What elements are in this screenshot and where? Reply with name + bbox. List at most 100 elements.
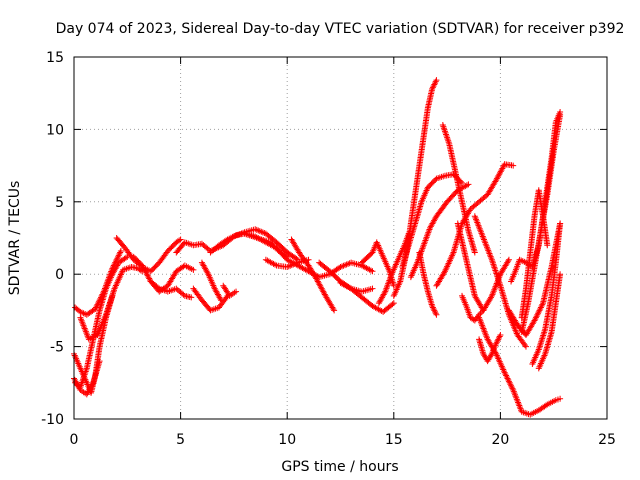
data-point xyxy=(480,307,487,314)
data-point xyxy=(390,300,397,307)
data-point-trail xyxy=(503,372,510,379)
data-point-trail xyxy=(534,311,541,318)
data-point-trail xyxy=(506,379,513,386)
y-tick-label: 10 xyxy=(46,122,64,138)
data-point xyxy=(429,85,436,92)
data-point-trail xyxy=(180,291,187,298)
data-point-trail xyxy=(93,303,100,310)
data-point-trail xyxy=(539,301,546,308)
data-point-trail xyxy=(204,269,211,276)
data-point-trail xyxy=(505,378,512,385)
data-point-trail xyxy=(509,385,516,392)
data-point-trail xyxy=(532,314,539,321)
data-point-trail xyxy=(100,290,107,297)
data-point xyxy=(476,311,483,318)
tick-marks xyxy=(73,56,608,420)
data-point-trail xyxy=(109,291,116,298)
data-point xyxy=(497,332,504,339)
y-tick-label: 15 xyxy=(46,50,64,66)
data-point xyxy=(433,77,440,84)
series-track-14 xyxy=(241,230,376,281)
data-point xyxy=(557,395,564,402)
data-point-trail xyxy=(478,308,485,315)
data-point xyxy=(465,181,472,188)
series-track-30 xyxy=(459,292,487,324)
data-point-trail xyxy=(389,301,396,308)
data-point-trail xyxy=(533,313,540,320)
data-point xyxy=(188,294,195,301)
data-point-trail xyxy=(491,265,498,272)
data-point xyxy=(557,220,564,227)
x-axis-label: GPS time / hours xyxy=(281,459,398,475)
data-point-trail xyxy=(490,262,497,269)
data-point-trail xyxy=(122,254,129,261)
data-point xyxy=(96,358,103,365)
data-point-trail xyxy=(490,261,497,268)
data-point-trail xyxy=(537,304,544,311)
data-point-trail xyxy=(96,297,103,304)
data-point-trail xyxy=(505,258,512,265)
data-point-trail xyxy=(381,290,388,297)
data-point-trail xyxy=(154,284,161,291)
y-tick-labels: -10 -5 0 5 10 15 xyxy=(41,50,64,428)
data-point xyxy=(369,285,376,292)
data-point xyxy=(92,305,99,312)
data-point xyxy=(109,265,116,272)
data-point-trail xyxy=(493,339,500,346)
series-track-09 xyxy=(173,226,301,263)
data-point-trail xyxy=(432,80,439,87)
gridlines xyxy=(74,57,607,419)
data-point-trail xyxy=(444,134,451,141)
data-point xyxy=(531,317,538,324)
data-point xyxy=(429,303,436,310)
data-point-trail xyxy=(99,291,106,298)
series-track-31 xyxy=(476,332,504,365)
data-point-trail xyxy=(432,310,439,317)
data-point-trail xyxy=(496,333,503,340)
data-point xyxy=(493,340,500,347)
data-point-trail xyxy=(502,371,509,378)
series-track-27 xyxy=(454,220,512,314)
series-track-02 xyxy=(72,248,124,318)
data-point-trail xyxy=(430,305,437,312)
data-point-trail xyxy=(495,336,502,343)
data-point-trail xyxy=(508,382,515,389)
data-point-trail xyxy=(538,303,545,310)
y-tick-label: -5 xyxy=(50,340,64,356)
data-point-trail xyxy=(495,334,502,341)
data-point xyxy=(505,256,512,263)
y-axis-label: SDTVAR / TECUs xyxy=(7,181,23,296)
data-point-trail xyxy=(98,292,105,299)
data-point-trail xyxy=(223,237,230,244)
data-point-trail xyxy=(442,129,449,136)
series-track-12 xyxy=(198,259,225,304)
data-point-trail xyxy=(542,402,549,409)
data-point xyxy=(177,236,184,243)
data-point-trail xyxy=(98,294,105,301)
data-point xyxy=(471,249,478,256)
plot-border xyxy=(73,56,608,420)
data-point-trail xyxy=(432,308,439,315)
series-track-18 xyxy=(337,279,376,295)
data-point-trail xyxy=(431,81,438,88)
series-track-26 xyxy=(439,122,478,256)
data-point-trail xyxy=(110,290,117,297)
data-point-trail xyxy=(507,381,514,388)
series-track-08 xyxy=(147,278,195,301)
data-point-trail xyxy=(535,308,542,315)
data-point-trail xyxy=(445,139,452,146)
y-tick-label: -10 xyxy=(41,412,64,428)
chart-title: Day 074 of 2023, Sidereal Day-to-day VTE… xyxy=(56,21,625,37)
data-point-trail xyxy=(431,307,438,314)
data-point-trail xyxy=(488,352,495,359)
series-track-05 xyxy=(77,263,146,343)
data-point xyxy=(439,122,446,129)
data-point xyxy=(369,268,376,275)
data-point xyxy=(501,369,508,376)
data-point-trail xyxy=(445,137,452,144)
series-track-04 xyxy=(71,358,103,398)
x-tick-label: 0 xyxy=(70,432,79,448)
data-point-trail xyxy=(113,256,120,263)
series-track-28 xyxy=(471,213,529,350)
